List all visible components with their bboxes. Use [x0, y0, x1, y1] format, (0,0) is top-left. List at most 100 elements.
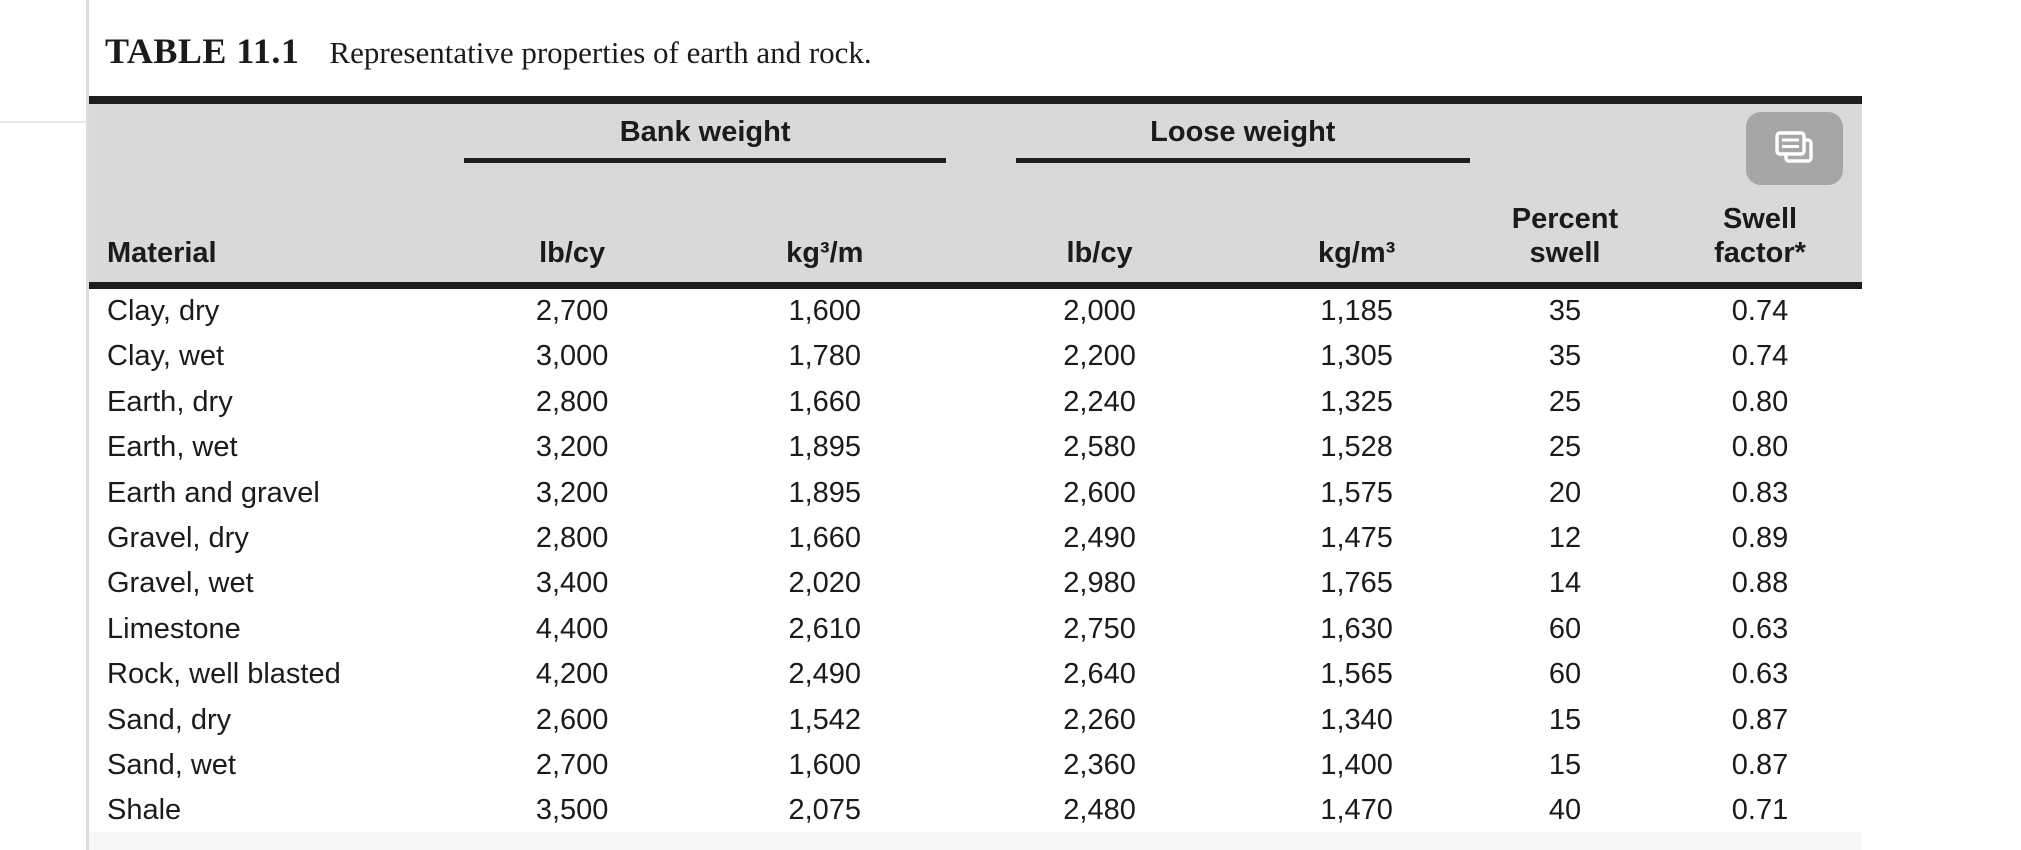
value-cell: 14	[1548, 567, 1582, 600]
table-row: Earth, dry 2,800 1,660 2,240 1,325 25 0.80	[89, 380, 1862, 425]
material-cell: Sand, dry	[107, 703, 232, 736]
value-cell: 2,700	[535, 295, 609, 327]
value-cell: 2,490	[1063, 522, 1136, 555]
value-cell: 1,528	[1320, 431, 1393, 464]
value-cell: 2,580	[1063, 431, 1136, 464]
value-cell: 2,240	[1063, 385, 1136, 418]
column-header-loose-lbcy: lb/cy	[957, 180, 1242, 289]
material-cell: Earth, wet	[107, 431, 238, 464]
copy-pages-button[interactable]	[1746, 112, 1843, 185]
value-cell: 40	[1548, 794, 1582, 827]
value-cell: 2,610	[788, 612, 862, 645]
value-cell: 2,200	[1063, 340, 1136, 373]
value-cell: 1,185	[1320, 295, 1393, 327]
value-cell: 1,575	[1320, 476, 1393, 509]
below-table-strip	[89, 832, 1862, 850]
table-row: Earth and gravel 3,200 1,895 2,600 1,575 20 0.…	[89, 471, 1862, 516]
value-cell: 60	[1548, 612, 1582, 645]
table-row: Sand, dry 2,600 1,542 2,260 1,340 15 0.87	[89, 698, 1862, 743]
column-header-loose-kgm: kg/m³	[1241, 180, 1472, 289]
loose-weight-group: Loose weight	[958, 104, 1472, 180]
value-cell: 2,360	[1063, 749, 1136, 782]
loose-weight-underline	[1015, 158, 1470, 163]
value-cell: 1,895	[788, 431, 862, 464]
value-cell: 3,200	[535, 431, 609, 464]
table-row: Limestone 4,400 2,610 2,750 1,630 60 0.63	[89, 607, 1862, 652]
material-cell: Earth, dry	[107, 385, 233, 418]
value-cell: 0.63	[1731, 658, 1789, 691]
value-cell: 2,260	[1063, 703, 1136, 736]
value-cell: 12	[1548, 522, 1582, 555]
column-header-percent-swell: Percent swell	[1471, 180, 1659, 289]
value-cell: 3,400	[535, 567, 609, 600]
value-cell: 15	[1548, 749, 1582, 782]
table-row: Sand, wet 2,700 1,600 2,360 1,400 15 0.87	[89, 743, 1862, 788]
value-cell: 2,490	[788, 658, 862, 691]
value-cell: 1,600	[788, 749, 862, 782]
page-edge-vertical-line	[86, 0, 89, 850]
value-cell: 1,470	[1320, 794, 1393, 827]
table-row: Earth, wet 3,200 1,895 2,580 1,528 25 0.80	[89, 425, 1862, 470]
value-cell: 1,475	[1320, 522, 1393, 555]
value-cell: 1,305	[1320, 340, 1393, 373]
bank-weight-underline	[464, 158, 946, 163]
value-cell: 1,400	[1320, 749, 1393, 782]
bank-weight-group: Bank weight	[452, 104, 957, 180]
value-cell: 15	[1548, 703, 1582, 736]
value-cell: 1,765	[1320, 567, 1393, 600]
value-cell: 0.83	[1731, 476, 1789, 509]
material-cell: Clay, wet	[107, 340, 225, 373]
value-cell: 1,565	[1320, 658, 1393, 691]
table-header: Bank weight Loose weight Material	[89, 104, 1862, 289]
value-cell: 3,200	[535, 476, 609, 509]
value-cell: 2,980	[1063, 567, 1136, 600]
loose-weight-label: Loose weight	[1150, 116, 1336, 148]
value-cell: 0.89	[1731, 522, 1789, 555]
value-cell: 2,800	[535, 385, 609, 418]
column-header-bank-kgm: kg³/m	[691, 180, 958, 289]
table-row: Gravel, dry 2,800 1,660 2,490 1,475 12 0.89	[89, 516, 1862, 561]
material-cell: Clay, dry	[107, 295, 220, 327]
table-caption: Representative properties of earth and r…	[329, 35, 872, 70]
value-cell: 25	[1548, 385, 1582, 418]
material-cell: Earth and gravel	[107, 476, 320, 509]
value-cell: 0.80	[1731, 385, 1789, 418]
value-cell: 1,340	[1320, 703, 1393, 736]
value-cell: 0.88	[1731, 567, 1789, 600]
value-cell: 3,500	[535, 794, 609, 827]
value-cell: 2,640	[1063, 658, 1136, 691]
value-cell: 0.71	[1731, 794, 1789, 827]
column-header-swell-factor: Swell factor*	[1658, 180, 1862, 289]
table-body: Clay, dry 2,700 1,600 2,000 1,185 35 0.74 Clay,…	[89, 286, 1862, 834]
value-cell: 2,600	[1063, 476, 1136, 509]
material-cell: Rock, well blasted	[107, 658, 341, 691]
material-cell: Limestone	[107, 612, 241, 645]
value-cell: 2,480	[1063, 794, 1136, 827]
material-cell: Gravel, dry	[107, 522, 249, 555]
table-number: TABLE 11.1	[105, 31, 300, 71]
material-cell: Shale	[107, 794, 182, 827]
page-edge-horizontal-line	[0, 121, 86, 123]
value-cell: 35	[1548, 295, 1582, 327]
material-cell: Gravel, wet	[107, 567, 254, 600]
value-cell: 2,700	[535, 749, 609, 782]
value-cell: 2,750	[1063, 612, 1136, 645]
value-cell: 0.87	[1731, 749, 1789, 782]
material-cell: Sand, wet	[107, 749, 236, 782]
value-cell: 1,895	[788, 476, 862, 509]
value-cell: 0.80	[1731, 431, 1789, 464]
value-cell: 20	[1548, 476, 1582, 509]
column-header-material: Material	[89, 180, 453, 289]
table-row: Shale 3,500 2,075 2,480 1,470 40 0.71	[89, 788, 1862, 833]
value-cell: 25	[1548, 431, 1582, 464]
value-cell: 1,542	[788, 703, 862, 736]
value-cell: 1,660	[788, 385, 862, 418]
table-row: Clay, wet 3,000 1,780 2,200 1,305 35 0.74	[89, 334, 1862, 379]
value-cell: 0.74	[1731, 295, 1789, 327]
data-table: Bank weight Loose weight Material	[89, 104, 1862, 834]
value-cell: 2,075	[788, 794, 862, 827]
value-cell: 60	[1548, 658, 1582, 691]
value-cell: 1,325	[1320, 385, 1393, 418]
value-cell: 1,600	[788, 295, 862, 327]
